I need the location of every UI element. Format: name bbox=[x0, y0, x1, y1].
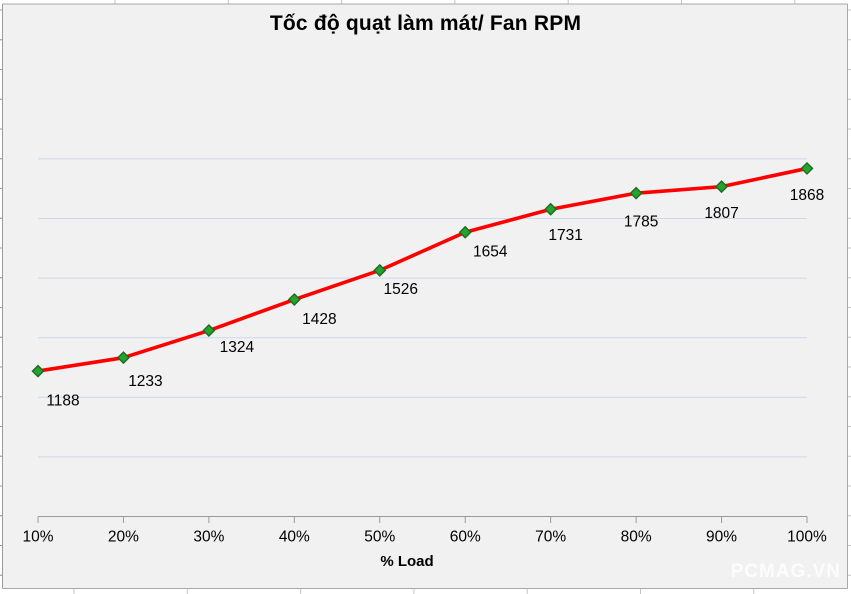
x-tick-label: 30% bbox=[193, 529, 224, 546]
data-point-marker bbox=[202, 324, 216, 338]
data-labels: 1188 1233 1324 1428 1526 1654 1731 1785 1807 1868 bbox=[46, 187, 824, 410]
chart-background bbox=[2, 4, 848, 589]
chart-title: Tốc độ quạt làm mát/ Fan RPM bbox=[269, 12, 582, 35]
x-tick-label: 40% bbox=[279, 529, 310, 546]
x-tick-labels: 10% 20% 30% 40% 50% 60% 70% 80% 90% 100% bbox=[22, 529, 827, 546]
x-tick-label: 80% bbox=[621, 529, 652, 546]
chart-border bbox=[2, 3, 848, 589]
data-point-marker bbox=[287, 293, 301, 307]
x-tick-label: 50% bbox=[364, 529, 395, 546]
watermark: PCMAG.VN bbox=[730, 561, 841, 582]
data-label: 1785 bbox=[624, 214, 658, 231]
data-point-marker bbox=[544, 202, 558, 216]
x-axis-title: % Load bbox=[380, 553, 434, 570]
data-label: 1526 bbox=[384, 281, 418, 298]
data-point-marker bbox=[116, 351, 130, 365]
x-tick-label: 60% bbox=[450, 529, 481, 546]
x-tick-label: 70% bbox=[535, 529, 566, 546]
data-label: 1428 bbox=[302, 311, 336, 328]
data-label: 1654 bbox=[473, 244, 508, 261]
series-line bbox=[36, 166, 809, 373]
gridlines bbox=[38, 158, 807, 458]
data-point-marker bbox=[715, 180, 729, 194]
data-label: 1807 bbox=[704, 205, 738, 222]
data-label: 1188 bbox=[46, 393, 79, 410]
data-label: 1233 bbox=[128, 373, 162, 390]
data-point-marker bbox=[373, 263, 387, 277]
data-point-marker bbox=[31, 364, 45, 378]
y-axis bbox=[0, 4, 3, 589]
series-markers bbox=[31, 161, 814, 378]
data-label: 1324 bbox=[220, 339, 255, 356]
x-tick-label: 100% bbox=[787, 529, 827, 546]
x-tick-label: 90% bbox=[706, 529, 737, 546]
x-tick-label: 20% bbox=[108, 529, 139, 546]
data-point-marker bbox=[458, 225, 472, 239]
data-label: 1731 bbox=[548, 227, 582, 244]
data-label: 1868 bbox=[790, 187, 824, 204]
x-tick-label: 10% bbox=[22, 529, 53, 546]
data-point-marker bbox=[800, 161, 814, 175]
data-point-marker bbox=[629, 186, 643, 200]
x-axis bbox=[37, 516, 808, 523]
